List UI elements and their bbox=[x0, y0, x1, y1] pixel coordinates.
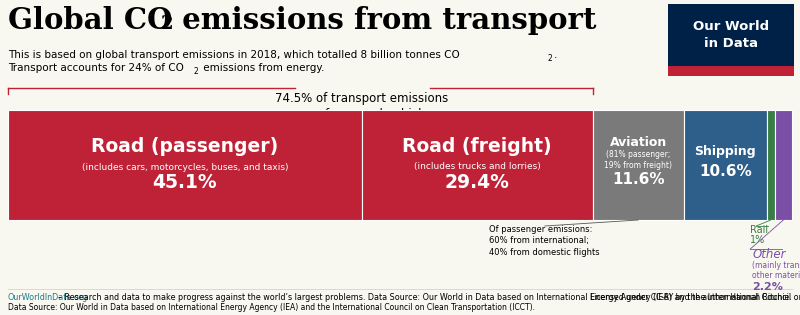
Bar bbox=[684, 110, 767, 220]
Text: Shipping: Shipping bbox=[694, 145, 756, 158]
Text: Data Source: Our World in Data based on International Energy Agency (IEA) and th: Data Source: Our World in Data based on … bbox=[8, 303, 535, 312]
Text: Road (freight): Road (freight) bbox=[402, 138, 552, 157]
Text: Transport accounts for 24% of CO: Transport accounts for 24% of CO bbox=[8, 63, 184, 73]
Text: Global CO: Global CO bbox=[8, 6, 172, 35]
Bar bbox=[767, 110, 774, 220]
Text: 10.6%: 10.6% bbox=[699, 163, 752, 179]
Text: (includes cars, motorcycles, buses, and taxis): (includes cars, motorcycles, buses, and … bbox=[82, 163, 288, 171]
Text: OurWorldInData.org: OurWorldInData.org bbox=[8, 293, 88, 302]
Text: 1%: 1% bbox=[750, 235, 766, 245]
Text: This is based on global transport emissions in 2018, which totalled 8 billion to: This is based on global transport emissi… bbox=[8, 50, 460, 60]
Text: 45.1%: 45.1% bbox=[153, 174, 218, 192]
Bar bbox=[593, 110, 684, 220]
Bar bbox=[668, 4, 794, 66]
Text: 2: 2 bbox=[161, 15, 174, 33]
Text: Other: Other bbox=[752, 248, 786, 261]
Text: emissions from transport: emissions from transport bbox=[172, 6, 597, 35]
Text: Licensed under CC-BY by the author Hannah Ritchie.: Licensed under CC-BY by the author Hanna… bbox=[590, 293, 792, 302]
Text: 2: 2 bbox=[194, 67, 198, 76]
Text: 29.4%: 29.4% bbox=[445, 174, 510, 192]
Text: – Research and data to make progress against the world’s largest problems. Data : – Research and data to make progress aga… bbox=[8, 293, 800, 302]
Text: (mainly transport of oil, gas, water, steam and
other materials via pipelines): (mainly transport of oil, gas, water, st… bbox=[752, 261, 800, 280]
Text: 2: 2 bbox=[548, 54, 553, 63]
Text: (includes trucks and lorries): (includes trucks and lorries) bbox=[414, 163, 541, 171]
Bar bbox=[774, 110, 792, 220]
Text: emissions from energy.: emissions from energy. bbox=[200, 63, 324, 73]
Text: Aviation: Aviation bbox=[610, 136, 667, 150]
Bar bbox=[8, 110, 362, 220]
Text: Our World
in Data: Our World in Data bbox=[693, 20, 769, 50]
Text: 11.6%: 11.6% bbox=[612, 171, 665, 186]
Text: .: . bbox=[554, 50, 558, 60]
Text: Road (passenger): Road (passenger) bbox=[91, 138, 278, 157]
Text: Of passenger emissions:
60% from international;
40% from domestic flights: Of passenger emissions: 60% from interna… bbox=[489, 225, 599, 257]
Text: 74.5% of transport emissions
come from road vehicles: 74.5% of transport emissions come from r… bbox=[275, 92, 449, 122]
Text: Rail: Rail bbox=[750, 225, 768, 235]
Text: (81% passenger;
19% from freight): (81% passenger; 19% from freight) bbox=[604, 150, 672, 170]
Bar bbox=[668, 66, 794, 76]
Bar bbox=[362, 110, 593, 220]
Text: 2.2%: 2.2% bbox=[752, 282, 783, 292]
